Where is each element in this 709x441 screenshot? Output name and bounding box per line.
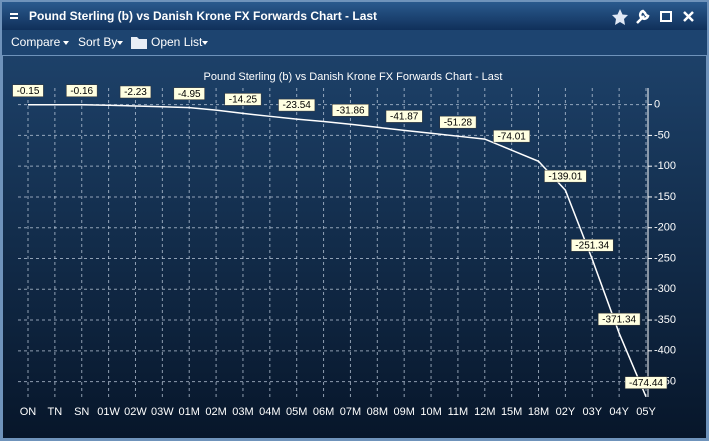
x-tick-label: 10M bbox=[420, 406, 441, 418]
x-tick-label: 15M bbox=[501, 406, 522, 418]
x-tick-label: 05Y bbox=[636, 406, 656, 418]
value-label: -4.95 bbox=[178, 89, 201, 100]
value-label: -51.28 bbox=[444, 117, 473, 128]
value-label: -14.25 bbox=[229, 95, 258, 106]
y-tick-label: -50 bbox=[654, 129, 670, 141]
sort-button[interactable]: Sort By bbox=[78, 35, 117, 49]
value-label-box bbox=[173, 87, 205, 100]
value-label-box bbox=[278, 98, 316, 112]
value-label: -474.44 bbox=[629, 378, 663, 389]
value-label: -371.34 bbox=[602, 314, 636, 325]
x-tick-label: 07M bbox=[340, 406, 361, 418]
x-tick-label: 01M bbox=[179, 406, 200, 418]
value-label-box bbox=[224, 93, 262, 106]
dropdown-arrow bbox=[117, 41, 123, 45]
x-tick-label: TN bbox=[48, 406, 63, 418]
dropdown-arrow bbox=[63, 41, 69, 45]
x-tick-label: 09M bbox=[393, 406, 414, 418]
x-tick-label: ON bbox=[20, 406, 37, 418]
value-label: -139.01 bbox=[548, 171, 582, 182]
x-tick-label: 03M bbox=[232, 406, 253, 418]
value-label-box bbox=[439, 115, 477, 129]
x-tick-label: 02W bbox=[124, 406, 147, 418]
x-tick-label: 05M bbox=[286, 406, 307, 418]
x-tick-label: 12M bbox=[474, 406, 495, 418]
x-tick-label: 06M bbox=[313, 406, 334, 418]
value-label: -23.54 bbox=[283, 100, 312, 111]
menu-icon[interactable] bbox=[10, 13, 18, 19]
value-label-box bbox=[493, 129, 531, 143]
value-label-box bbox=[624, 376, 668, 389]
value-label: -41.87 bbox=[390, 112, 419, 123]
x-tick-label: 03Y bbox=[582, 406, 602, 418]
value-label: -74.01 bbox=[497, 131, 526, 142]
open-list-button[interactable]: Open List bbox=[151, 35, 203, 49]
favorite-icon[interactable] bbox=[612, 9, 628, 25]
y-tick-label: -200 bbox=[654, 222, 676, 234]
restore-icon[interactable] bbox=[660, 11, 672, 22]
x-tick-label: 02Y bbox=[556, 406, 576, 418]
y-tick-label: -150 bbox=[654, 191, 676, 203]
value-label: -2.23 bbox=[124, 87, 147, 98]
x-tick-label: 04Y bbox=[609, 406, 629, 418]
folder-icon bbox=[131, 37, 147, 49]
forward-curve bbox=[28, 103, 647, 397]
value-label: -0.16 bbox=[70, 86, 93, 97]
y-tick-label: -250 bbox=[654, 252, 676, 264]
dropdown-arrow bbox=[202, 41, 208, 45]
x-tick-label: 18M bbox=[528, 406, 549, 418]
y-tick-label: -300 bbox=[654, 283, 676, 295]
x-tick-label: 02M bbox=[205, 406, 226, 418]
y-tick-label: -350 bbox=[654, 314, 676, 326]
compare-button[interactable]: Compare bbox=[11, 35, 61, 49]
x-tick-label: 01W bbox=[97, 406, 120, 418]
x-tick-label: 03W bbox=[151, 406, 174, 418]
value-label: -0.15 bbox=[17, 86, 40, 97]
value-label-box bbox=[332, 103, 369, 117]
value-label: -251.34 bbox=[575, 240, 609, 251]
close-icon[interactable] bbox=[683, 11, 694, 22]
x-tick-label: 08M bbox=[367, 406, 388, 418]
value-label-box bbox=[571, 239, 614, 252]
value-label-box bbox=[119, 85, 152, 99]
value-label-box bbox=[66, 84, 98, 97]
x-tick-label: 04M bbox=[259, 406, 280, 418]
y-tick-label: -100 bbox=[654, 160, 676, 172]
value-label-box bbox=[597, 312, 641, 326]
y-tick-label: -400 bbox=[654, 345, 676, 357]
x-tick-label: SN bbox=[74, 406, 89, 418]
value-label: -31.86 bbox=[336, 105, 365, 116]
x-tick-label: 11M bbox=[448, 406, 469, 418]
value-label-box bbox=[12, 84, 44, 97]
settings-icon[interactable] bbox=[636, 9, 650, 24]
y-tick-label: 0 bbox=[654, 99, 660, 111]
window-title: Pound Sterling (b) vs Danish Krone FX Fo… bbox=[29, 9, 377, 23]
value-label-box bbox=[385, 110, 423, 123]
value-label-box bbox=[544, 169, 587, 183]
title-bar bbox=[2, 2, 707, 30]
chart-title: Pound Sterling (b) vs Danish Krone FX Fo… bbox=[204, 71, 503, 83]
